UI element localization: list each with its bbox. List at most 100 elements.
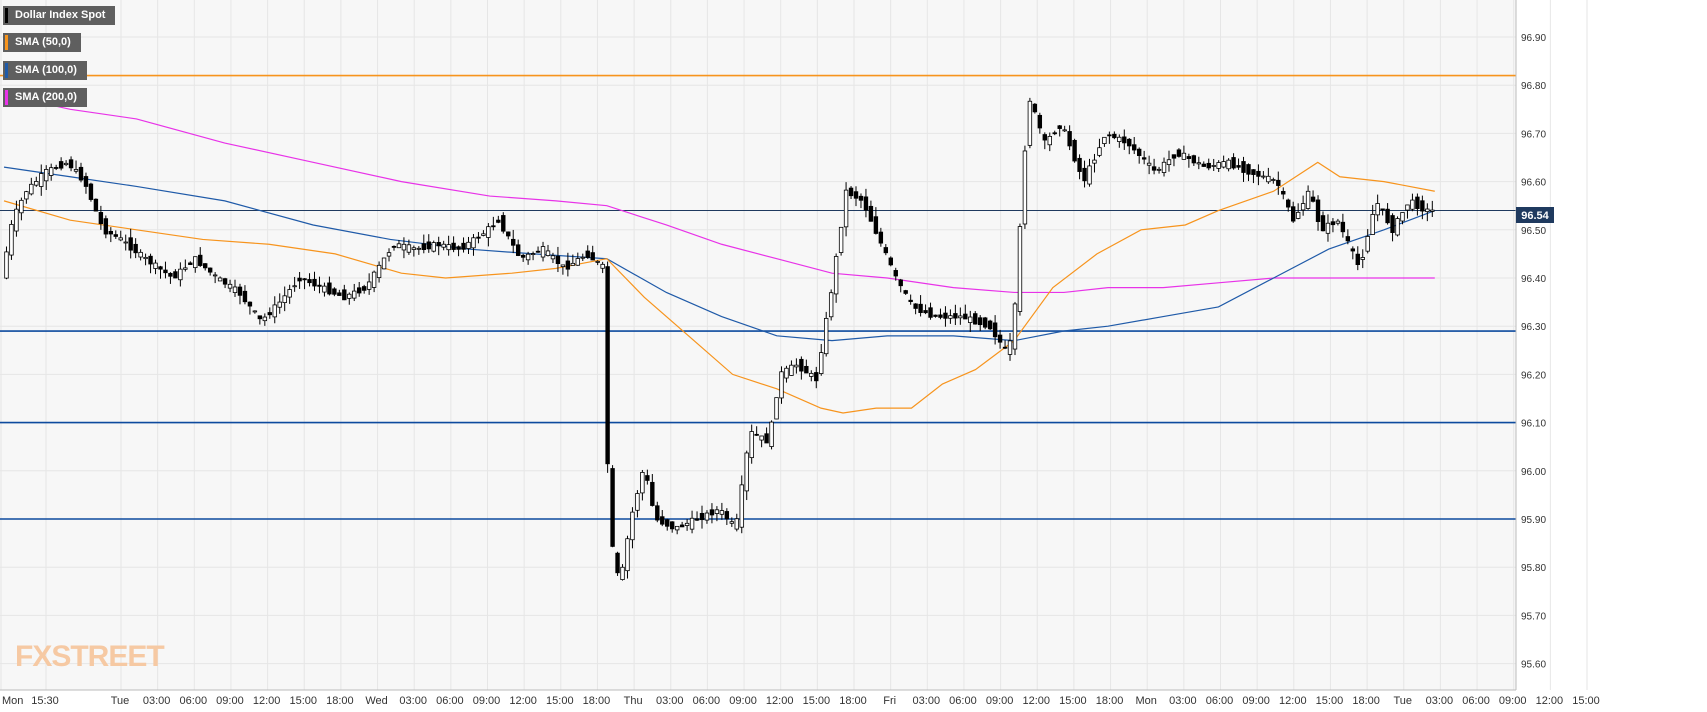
x-tick-label: 06:00 — [180, 695, 208, 707]
candle-body — [1236, 165, 1241, 168]
candle-body — [188, 262, 193, 265]
candle-body — [1112, 133, 1117, 139]
x-tick-label: 15:30 — [31, 695, 59, 707]
candles — [4, 97, 1435, 581]
candle-body — [1226, 159, 1231, 170]
candle-body — [520, 254, 526, 258]
fxstreet-logo: FXSTREET — [15, 640, 165, 674]
y-tick-label: 96.70 — [1521, 129, 1546, 140]
x-tick-label: 06:00 — [1206, 695, 1234, 707]
candle-body — [550, 255, 556, 260]
candle-body — [247, 301, 253, 307]
candle-body — [227, 283, 233, 289]
candle-body — [1375, 203, 1380, 216]
candle-body — [1330, 221, 1336, 226]
candle-body — [1281, 190, 1286, 195]
candle-body — [1410, 199, 1415, 210]
candle-body — [1395, 218, 1400, 236]
candle-body — [1067, 131, 1072, 147]
legend-item-sma50[interactable]: SMA (50,0) — [3, 33, 81, 52]
candle-body — [774, 397, 779, 420]
candle-body — [178, 268, 183, 281]
candle-body — [1062, 129, 1067, 132]
candle-body — [1166, 159, 1172, 166]
x-tick-label: 09:00 — [729, 695, 757, 707]
legend-item-sma200[interactable]: SMA (200,0) — [3, 88, 87, 107]
y-tick-label: 96.10 — [1521, 419, 1546, 430]
candle-body — [764, 433, 769, 444]
candle-body — [53, 167, 59, 169]
x-tick-label: Mon — [1135, 695, 1156, 707]
candle-body — [436, 242, 441, 247]
candle-body — [491, 225, 496, 228]
x-tick-label: 12:00 — [1022, 695, 1050, 707]
candle-body — [14, 208, 19, 232]
candle-body — [555, 255, 561, 265]
candle-body — [486, 226, 491, 238]
candle-body — [883, 247, 889, 254]
candle-body — [317, 284, 322, 287]
legend-swatch — [5, 35, 8, 50]
x-tick-label: 15:00 — [1316, 695, 1344, 707]
candle-body — [1027, 100, 1033, 146]
x-tick-label: 15:00 — [546, 695, 574, 707]
candle-body — [709, 509, 715, 516]
candle-body — [1032, 103, 1038, 113]
candle-body — [1156, 168, 1162, 171]
y-tick-label: 96.30 — [1521, 322, 1546, 333]
legend-item-price[interactable]: Dollar Index Spot — [3, 6, 116, 25]
legend-item-sma100[interactable]: SMA (100,0) — [3, 61, 87, 80]
candle-body — [704, 512, 710, 521]
candle-body — [1231, 157, 1236, 169]
candle-body — [1216, 162, 1221, 169]
candle-body — [1300, 203, 1306, 211]
candle-body — [694, 518, 700, 521]
candle-body — [645, 475, 650, 481]
candle-body — [357, 287, 362, 294]
candle-body — [739, 484, 744, 528]
candle-body — [322, 285, 327, 293]
candle-body — [456, 246, 461, 250]
candle-body — [799, 358, 804, 372]
candle-body — [511, 238, 516, 246]
candle-body — [128, 237, 133, 251]
candle-body — [744, 452, 749, 492]
candle-body — [29, 183, 34, 195]
candle-body — [1350, 248, 1356, 252]
candle-body — [1161, 161, 1167, 173]
candle-body — [913, 303, 918, 309]
candle-body — [371, 271, 377, 288]
candle-body — [853, 191, 859, 199]
candle-body — [1370, 214, 1375, 235]
candle-body — [968, 316, 973, 323]
candle-body — [1420, 200, 1425, 212]
x-tick-label: 03:00 — [1426, 695, 1454, 707]
candle-body — [530, 253, 536, 255]
candle-body — [605, 266, 610, 465]
candle-body — [958, 315, 963, 319]
candle-body — [963, 313, 968, 320]
candle-body — [1201, 163, 1206, 167]
candle-body — [1037, 114, 1043, 129]
candle-body — [441, 243, 446, 248]
candle-body — [406, 244, 412, 253]
candle-body — [153, 262, 158, 269]
candle-body — [858, 195, 864, 201]
y-tick-label: 95.60 — [1521, 660, 1546, 671]
candle-body — [1295, 211, 1301, 219]
y-tick-label: 96.80 — [1521, 81, 1546, 92]
candle-body — [1002, 346, 1008, 349]
candle-body — [848, 187, 854, 197]
candle-body — [953, 313, 958, 319]
candle-body — [203, 263, 208, 269]
candle-body — [1092, 159, 1097, 164]
candle-body — [103, 218, 109, 235]
candle-body — [1176, 149, 1182, 157]
legend-swatch — [5, 8, 8, 23]
candle-body — [719, 510, 725, 515]
candle-body — [1310, 196, 1316, 202]
candle-body — [1191, 155, 1197, 164]
x-tick-label: 18:00 — [326, 695, 354, 707]
candle-body — [843, 189, 849, 228]
candle-body — [590, 252, 595, 261]
